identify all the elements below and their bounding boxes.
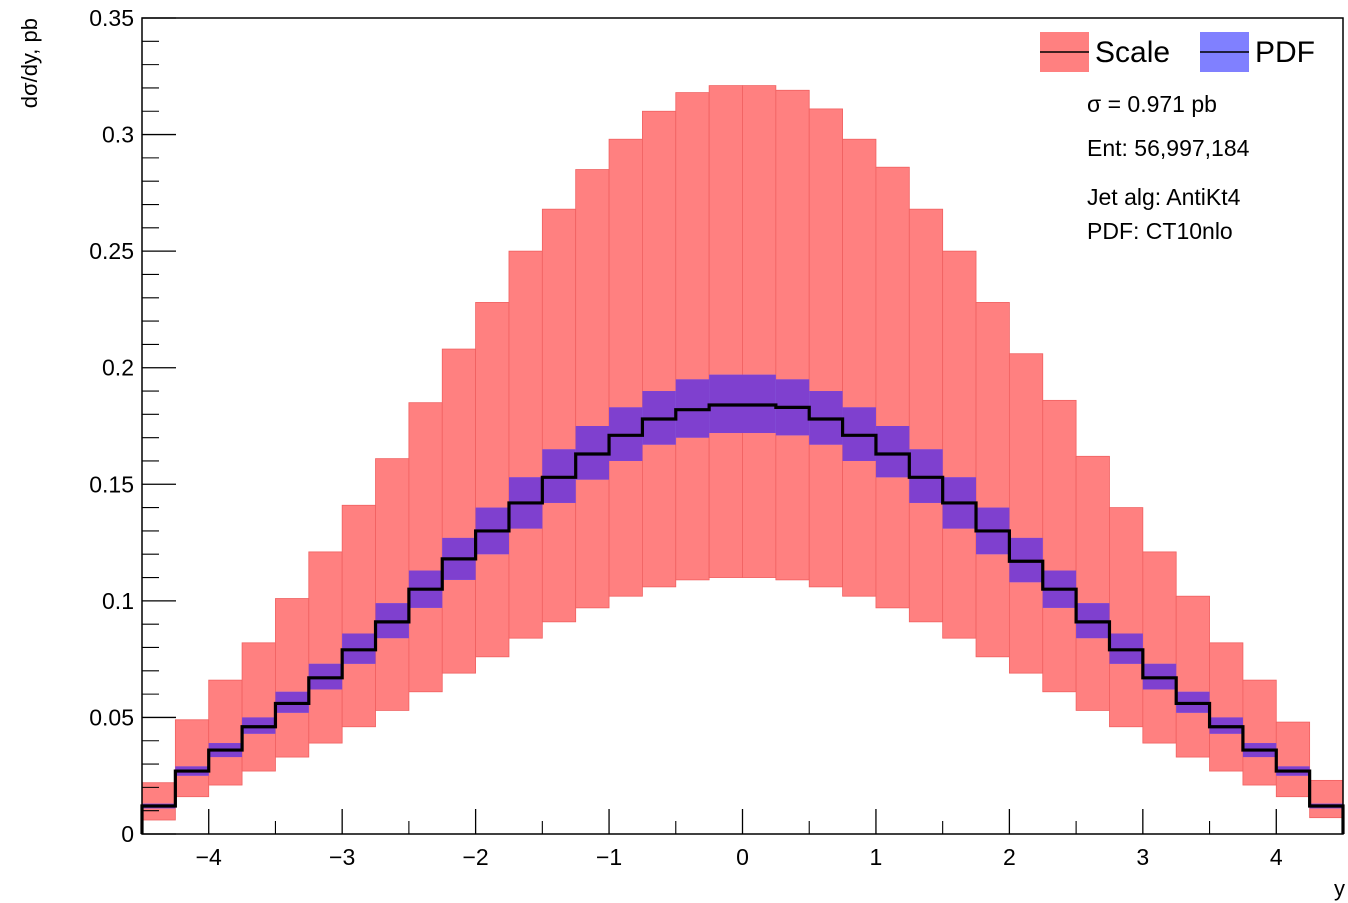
scale-band-bin-20	[808, 108, 843, 588]
y-tick-label-4: 0.2	[102, 355, 134, 381]
scale-band-bin-7	[375, 458, 410, 711]
scale-band-bin-4	[275, 598, 310, 758]
central-step-line	[140, 403, 1345, 834]
scale-band-bin-3	[241, 642, 276, 772]
annotation-cross-section: σ = 0.971 pb	[1087, 91, 1217, 117]
x-tick-label-7: 3	[1136, 844, 1149, 870]
y-tick-label-7: 0.35	[89, 5, 134, 31]
scale-band-bin-15	[642, 110, 677, 588]
x-tick-label-1: −3	[329, 844, 355, 870]
scale-band-bin-6	[341, 504, 376, 728]
legend-label-scale: Scale	[1095, 36, 1170, 69]
scale-band-bin-8	[408, 402, 443, 693]
y-tick-label-0: 0	[121, 821, 134, 847]
annotations: σ = 0.971 pb Ent: 56,997,184 Jet alg: An…	[1087, 91, 1250, 244]
scale-band-bin-26	[1008, 353, 1044, 674]
scale-band-bin-0	[141, 782, 176, 821]
scale-band-bin-1	[174, 719, 210, 798]
x-tick-label-4: 0	[736, 844, 749, 870]
x-tick-label-6: 2	[1003, 844, 1016, 870]
axes: 0 0.05 0.1 0.15 0.2 0.25 0.3 0.35 −4 −3 −2 −1 0 1 2 3 4	[89, 5, 1344, 870]
scale-band-bin-2	[208, 679, 243, 786]
scale-band-bin-16	[675, 92, 710, 581]
central-line	[140, 403, 1345, 834]
scale-band-bin-32	[1209, 642, 1244, 772]
scale-band-bin-31	[1175, 595, 1210, 758]
y-tick-label-2: 0.1	[102, 588, 134, 614]
scale-band-bin-27	[1042, 399, 1077, 693]
annotation-pdf-set: PDF: CT10nlo	[1087, 218, 1233, 244]
y-tick-label-5: 0.25	[89, 238, 134, 264]
scale-band-bin-30	[1142, 551, 1177, 744]
x-tick-label-0: −4	[196, 844, 222, 870]
scale-band-bin-10	[475, 302, 510, 658]
legend: Scale PDF	[1040, 32, 1315, 72]
scale-band-bin-25	[975, 302, 1010, 658]
scale-band-bin-11	[508, 250, 543, 639]
scale-band-bin-24	[942, 250, 977, 639]
x-axis-title: y	[1334, 876, 1345, 901]
scale-band	[141, 85, 1344, 821]
x-tick-label-3: −1	[596, 844, 622, 870]
scale-band-bin-9	[441, 348, 477, 674]
pdf-overlap-bin-22	[875, 426, 910, 478]
scale-band-bin-13	[575, 169, 610, 609]
scale-band-bin-29	[1109, 507, 1144, 728]
annotation-entries: Ent: 56,997,184	[1087, 135, 1250, 161]
scale-band-bin-22	[875, 166, 910, 609]
y-tick-label-6: 0.3	[102, 122, 134, 148]
scale-band-bin-12	[541, 208, 577, 623]
annotation-jet-alg: Jet alg: AntiKt4	[1087, 184, 1241, 210]
legend-label-pdf: PDF	[1255, 36, 1315, 69]
scale-band-bin-33	[1242, 679, 1277, 786]
y-tick-label-3: 0.15	[89, 471, 134, 497]
scale-band-bin-19	[775, 89, 810, 581]
scale-band-bin-17	[708, 85, 743, 578]
x-tick-label-5: 1	[870, 844, 883, 870]
scale-band-bin-23	[908, 208, 944, 623]
scale-band-bin-35	[1309, 779, 1344, 819]
scale-band-bin-18	[742, 85, 777, 578]
x-tick-label-8: 4	[1270, 844, 1283, 870]
y-axis-title: dσ/dy, pb	[17, 18, 42, 108]
scale-band-bin-34	[1275, 721, 1311, 798]
scale-band-bin-28	[1075, 455, 1110, 711]
scale-band-bin-5	[308, 551, 343, 744]
y-tick-label-1: 0.05	[89, 704, 134, 730]
scale-band-bin-21	[842, 138, 877, 597]
scale-band-bin-14	[608, 138, 643, 597]
x-tick-label-2: −2	[462, 844, 488, 870]
